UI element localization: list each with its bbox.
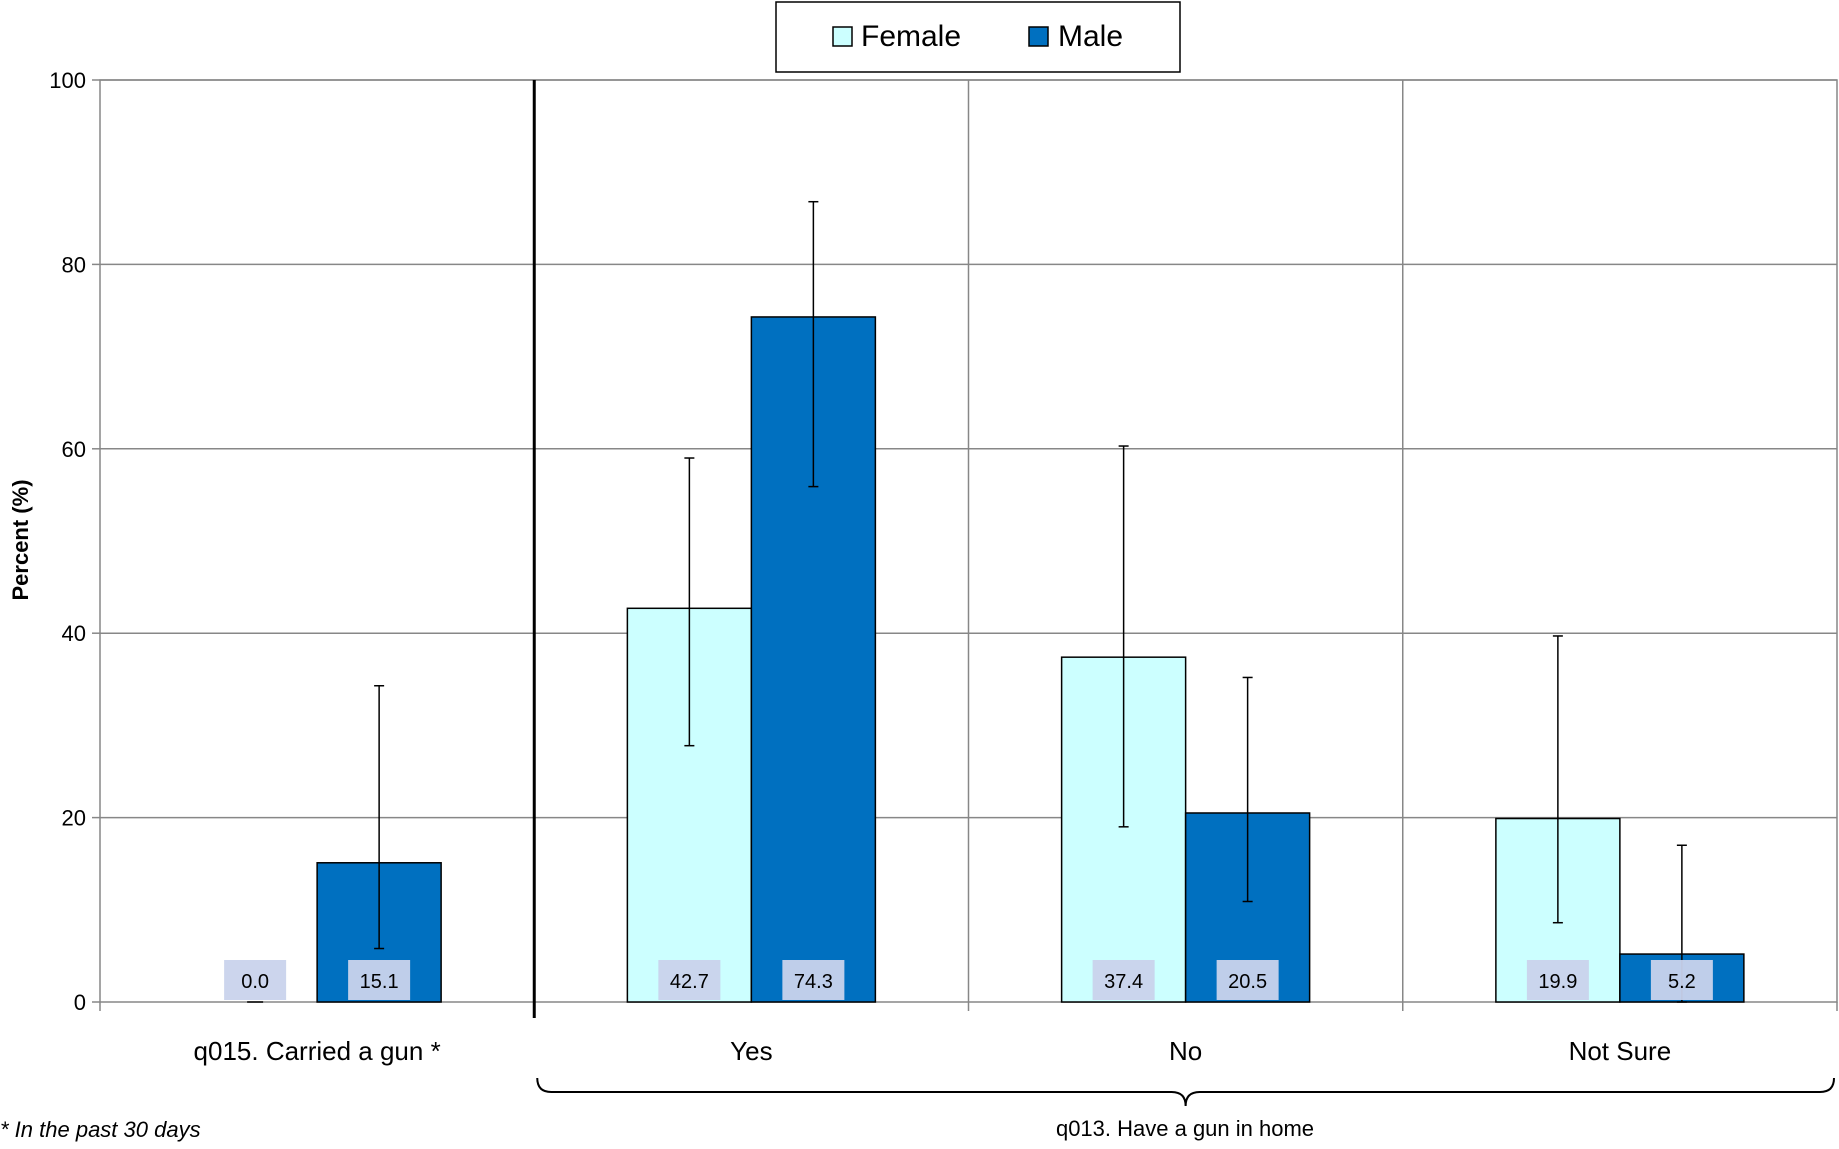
data-label: 74.3 [794, 971, 833, 993]
legend: Female Male [775, 1, 1181, 73]
data-label: 37.4 [1104, 971, 1143, 993]
data-label-box [224, 960, 287, 1000]
y-axis-title: Percent (%) [8, 479, 33, 600]
y-tick-label: 20 [62, 806, 86, 831]
bar-layer [247, 316, 1745, 1003]
data-label-box [1526, 960, 1589, 1000]
x-tick-label: No [1169, 1036, 1202, 1066]
data-label: 19.9 [1538, 971, 1577, 993]
y-tick-label: 0 [74, 990, 86, 1015]
data-label: 0.0 [241, 971, 269, 993]
y-tick-label: 80 [62, 252, 86, 277]
group-brace [536, 1077, 1835, 1107]
data-label: 42.7 [670, 971, 709, 993]
y-tick-label: 40 [62, 621, 86, 646]
x-tick-label: q015. Carried a gun * [194, 1036, 441, 1066]
data-label: 20.5 [1228, 971, 1267, 993]
y-tick-label: 100 [49, 68, 86, 93]
data-label-box [348, 960, 411, 1000]
data-label-layer: 0.0 42.7 37.4 19.9 15.1 74.3 20.5 5.2 [224, 960, 1713, 1000]
x-tick-label: Yes [730, 1036, 772, 1066]
data-label-box [658, 960, 721, 1000]
footnote: * In the past 30 days [0, 1117, 201, 1142]
axis-layer: 0 20 40 60 80 100 q015. Carried a gun * Yes No No… [49, 68, 1838, 1107]
data-label-box [1216, 960, 1279, 1000]
legend-swatch-female [832, 26, 853, 47]
data-label-box [1650, 960, 1713, 1000]
group-label: q013. Have a gun in home [1056, 1116, 1314, 1141]
legend-swatch-male [1028, 26, 1049, 47]
data-label: 15.1 [360, 971, 399, 993]
x-tick-label: Not Sure [1569, 1036, 1672, 1066]
data-label-box [782, 960, 845, 1000]
legend-label-male: Male [1058, 20, 1123, 53]
data-label: 5.2 [1668, 971, 1696, 993]
data-label-box [1092, 960, 1155, 1000]
y-tick-label: 60 [62, 437, 86, 462]
error-bar-layer [374, 200, 1687, 1003]
legend-label-female: Female [861, 20, 961, 53]
